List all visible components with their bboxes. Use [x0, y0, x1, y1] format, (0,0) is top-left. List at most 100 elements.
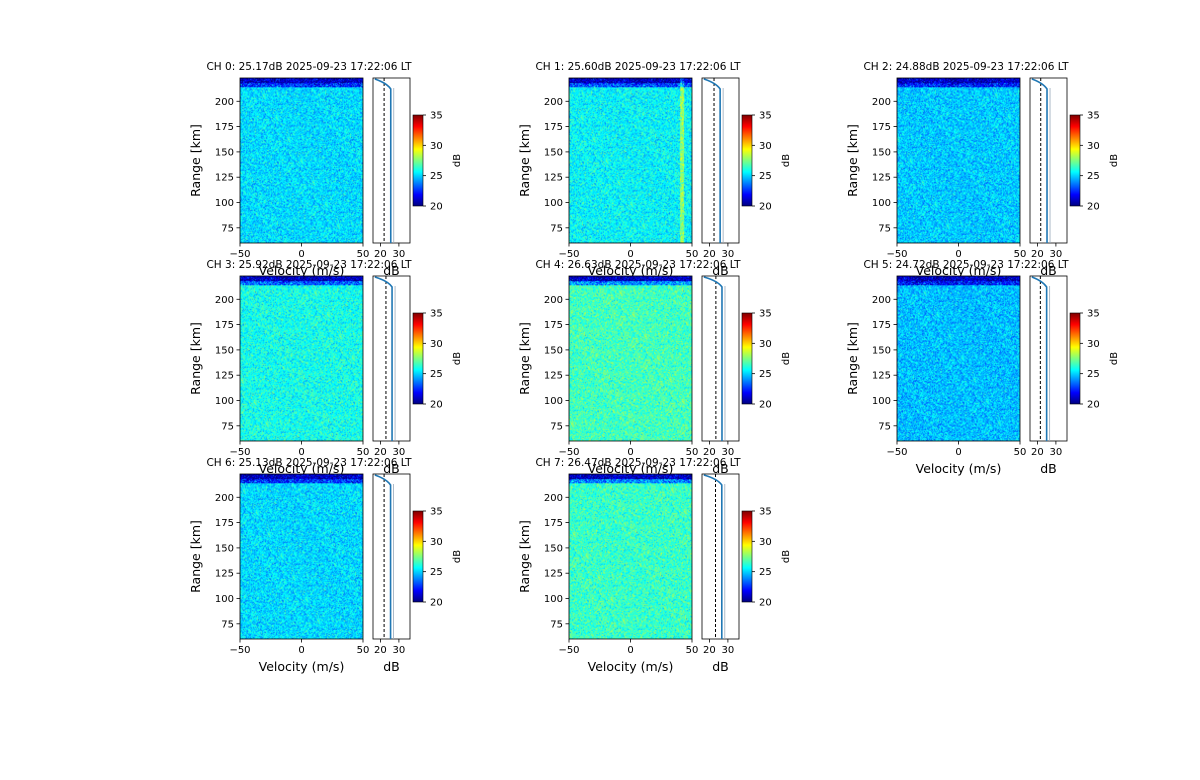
- colorbar: [412, 312, 424, 405]
- panel-title: CH 6: 25.13dB 2025-09-23 17:22:06 LT: [206, 457, 412, 469]
- colorbar-tick-label: 30: [430, 339, 443, 350]
- x-tick-label: −50: [886, 249, 907, 260]
- colorbar-tick-label: 30: [430, 537, 443, 548]
- y-tick-label: 75: [221, 223, 234, 234]
- colorbar-tick-label: 20: [1087, 400, 1100, 411]
- profile-axis-label: dB: [1040, 263, 1057, 278]
- profile-axis-label: dB: [383, 263, 400, 278]
- colorbar-label: dB: [781, 154, 792, 167]
- spectrogram-image: [897, 276, 1020, 441]
- profile-frame: [701, 473, 740, 640]
- x-tick-label: 0: [298, 447, 304, 458]
- spectrogram-image: [569, 474, 692, 639]
- panel-ch3: CH 3: 25.92dB 2025-09-23 17:22:06 LT 75 10…: [188, 259, 463, 476]
- colorbar-label: dB: [781, 550, 792, 563]
- colorbar: [741, 510, 753, 603]
- y-axis-label: Range [km]: [188, 124, 203, 197]
- colorbar-tick-label: 20: [759, 598, 772, 609]
- y-tick-label: 125: [544, 569, 563, 580]
- x-axis-label: Velocity (m/s): [259, 263, 345, 278]
- colorbar-tick-label: 30: [759, 339, 772, 350]
- x-tick-label: 0: [298, 645, 304, 656]
- colorbar-tick-label: 20: [759, 400, 772, 411]
- y-tick-label: 150: [215, 543, 234, 554]
- y-tick-label: 125: [544, 173, 563, 184]
- panel-title: CH 3: 25.92dB 2025-09-23 17:22:06 LT: [206, 259, 412, 271]
- y-tick-label: 125: [215, 371, 234, 382]
- y-tick-label: 200: [215, 295, 234, 306]
- y-tick-label: 150: [544, 543, 563, 554]
- y-tick-label: 150: [872, 147, 891, 158]
- profile-tick-label: 20: [374, 249, 387, 260]
- profile-tick-label: 20: [703, 447, 716, 458]
- profile-line: [374, 276, 393, 441]
- x-tick-label: 0: [955, 249, 961, 260]
- profile-tick-label: 20: [1031, 249, 1044, 260]
- colorbar-tick-label: 30: [759, 537, 772, 548]
- colorbar-tick-label: 25: [430, 567, 443, 578]
- profile-line: [703, 474, 723, 639]
- colorbar-tick-label: 30: [1087, 339, 1100, 350]
- y-axis-label: Range [km]: [517, 124, 532, 197]
- y-tick-label: 175: [872, 122, 891, 133]
- y-tick-label: 75: [221, 619, 234, 630]
- colorbar-label: dB: [452, 154, 463, 167]
- profile-line: [703, 78, 721, 243]
- colorbar-tick-label: 25: [759, 369, 772, 380]
- x-axis-label: Velocity (m/s): [259, 659, 345, 674]
- profile-tick-label: 30: [393, 249, 406, 260]
- y-tick-label: 100: [872, 198, 891, 209]
- y-tick-label: 200: [215, 493, 234, 504]
- colorbar-tick-label: 30: [430, 141, 443, 152]
- x-axis-label: Velocity (m/s): [588, 461, 674, 476]
- profile-tick-label: 30: [722, 645, 735, 656]
- y-axis-label: Range [km]: [845, 124, 860, 197]
- x-tick-label: 0: [627, 447, 633, 458]
- y-tick-label: 75: [878, 421, 891, 432]
- spectrogram-image: [569, 276, 692, 441]
- x-tick-label: −50: [229, 249, 250, 260]
- spectrogram-image: [897, 78, 1020, 243]
- profile-axis-label: dB: [712, 659, 729, 674]
- y-tick-label: 175: [215, 320, 234, 331]
- colorbar-label: dB: [781, 352, 792, 365]
- colorbar: [741, 312, 753, 405]
- y-tick-label: 150: [544, 147, 563, 158]
- y-tick-label: 125: [215, 569, 234, 580]
- profile-axis-label: dB: [712, 263, 729, 278]
- x-tick-label: 0: [627, 645, 633, 656]
- colorbar-tick-label: 25: [430, 171, 443, 182]
- colorbar-tick-label: 30: [759, 141, 772, 152]
- colorbar-tick-label: 35: [430, 309, 443, 320]
- profile-axis-label: dB: [383, 461, 400, 476]
- x-tick-label: 50: [1014, 249, 1027, 260]
- y-tick-label: 125: [544, 371, 563, 382]
- profile-axis-label: dB: [1040, 461, 1057, 476]
- panel-ch6: CH 6: 25.13dB 2025-09-23 17:22:06 LT 75 10…: [188, 457, 463, 674]
- y-tick-label: 100: [544, 198, 563, 209]
- profile-line: [703, 276, 723, 441]
- profile-tick-label: 30: [722, 249, 735, 260]
- x-tick-label: −50: [558, 447, 579, 458]
- profile-tick-label: 20: [374, 645, 387, 656]
- x-tick-label: 50: [686, 645, 699, 656]
- colorbar-label: dB: [452, 550, 463, 563]
- colorbar: [412, 114, 424, 207]
- colorbar: [1069, 312, 1081, 405]
- y-axis-label: Range [km]: [845, 322, 860, 395]
- y-tick-label: 175: [872, 320, 891, 331]
- y-tick-label: 200: [544, 493, 563, 504]
- x-tick-label: −50: [229, 447, 250, 458]
- y-tick-label: 175: [215, 122, 234, 133]
- profile-tick-label: 30: [393, 645, 406, 656]
- profile-tick-label: 30: [1050, 249, 1063, 260]
- x-tick-label: 0: [298, 249, 304, 260]
- colorbar-tick-label: 20: [430, 400, 443, 411]
- y-axis-label: Range [km]: [188, 520, 203, 593]
- y-tick-label: 75: [550, 223, 563, 234]
- colorbar-tick-label: 25: [430, 369, 443, 380]
- panel-title: CH 5: 24.72dB 2025-09-23 17:22:06 LT: [863, 259, 1069, 271]
- y-tick-label: 200: [872, 295, 891, 306]
- y-tick-label: 200: [872, 97, 891, 108]
- profile-frame: [701, 275, 740, 442]
